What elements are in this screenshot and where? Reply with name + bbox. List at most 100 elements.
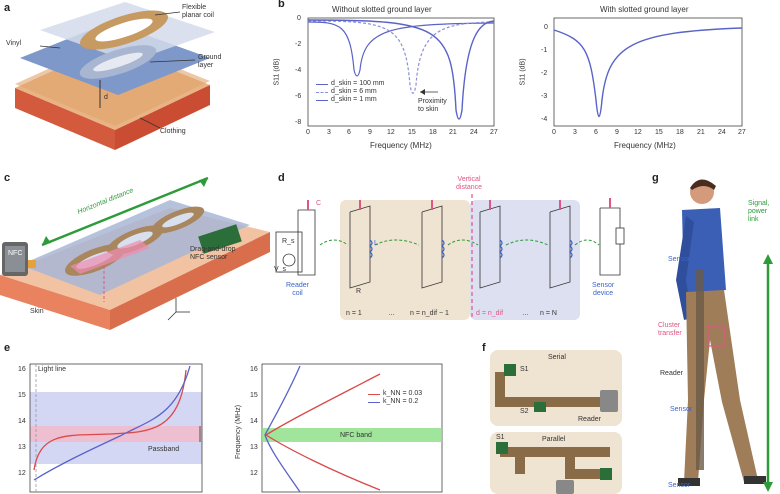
b-xtick: 18 (429, 129, 437, 136)
panel-c: c Horizontal distance NFC Drag-an (0, 170, 270, 340)
g-figure (676, 179, 773, 492)
b-left-axes (307, 17, 495, 127)
coil-N (549, 200, 573, 289)
sensor-strap (696, 270, 704, 470)
b-right-ytick: -1 (541, 47, 548, 54)
e-rtick: 14 (250, 418, 258, 425)
b-left-ytick: -4 (295, 67, 302, 74)
clothing-label: Clothing (160, 128, 186, 135)
r-label: R (356, 288, 362, 295)
panel-f: f Serial S1 S2 Reader Parallel S1 (460, 340, 650, 494)
g-sensor-label-1: Sensor (668, 256, 691, 263)
coil-n1 (349, 200, 373, 289)
panel-e-letter: e (4, 342, 11, 354)
b-xtick: 21 (449, 129, 457, 136)
f-reader-label: Reader (578, 416, 601, 423)
e-red-curve (33, 369, 187, 471)
panel-a-layers (15, 2, 215, 150)
b-legend: d_skin = 100 mm d_skin = 6 mm d_skin = 1… (316, 80, 385, 104)
coil-ndif (479, 200, 503, 289)
ds-label: d (104, 94, 108, 101)
b-xtick: 0 (306, 129, 310, 136)
b-legend-item: d_skin = 1 mm (331, 96, 377, 103)
b-legend-item: d_skin = 6 mm (331, 88, 377, 95)
b-right-title: With slotted ground layer (600, 5, 689, 14)
b-xtick-r: 21 (697, 129, 705, 136)
b-xtick: 3 (327, 129, 331, 136)
g-sensor-label-2: Sensor (670, 406, 693, 413)
signal-label: Signal, power link (748, 200, 770, 223)
b-right-xlabel: Frequency (MHz) (614, 141, 676, 150)
d-lavender-bg (470, 200, 580, 320)
panel-e: e Light line 16 15 14 13 12 Passband Fre… (0, 340, 460, 494)
ground-label: Ground layer (198, 54, 222, 69)
nfc-band (262, 428, 442, 442)
panel-b: b Without slotted ground layer With slot… (270, 0, 780, 170)
vs-label: V_s (274, 266, 287, 273)
e-legend-item: k_NN = 0.2 (383, 398, 419, 405)
person-legs (684, 290, 758, 482)
f-s2-label: S2 (520, 408, 529, 415)
b-left-ytick: -8 (295, 119, 302, 126)
skin-front (0, 275, 110, 330)
clothing-slab-side (115, 85, 210, 150)
panel-g-letter: g (652, 172, 659, 184)
serial-strip (495, 372, 600, 407)
dots: … (388, 310, 395, 317)
panel-f-letter: f (482, 342, 486, 354)
panel-a: a Flexible planar coil Vinyl Ground laye… (0, 0, 270, 170)
b-xtick: 9 (368, 129, 372, 136)
f-diagram (495, 364, 618, 494)
b-right-ytick: -3 (541, 93, 548, 100)
n-label: n = N (540, 310, 557, 317)
b-charts (307, 17, 743, 127)
c-label: C (316, 200, 322, 207)
e-right-blue-curve (264, 365, 301, 493)
nfc-sensor-board (198, 224, 242, 254)
e-rtick: 13 (250, 444, 258, 451)
e-ylabel-right: Frequency (MHz) (235, 404, 243, 460)
sensor-device-coil (599, 198, 625, 276)
e-rtick: 16 (250, 366, 258, 373)
panel-c-scene (0, 176, 270, 330)
b-left-ylabel: S11 (dB) (273, 58, 281, 86)
b-xtick-r: 15 (655, 129, 663, 136)
c-nfc-label: NFC (8, 250, 23, 257)
serial-reader (600, 390, 618, 412)
b-xtick: 27 (490, 129, 498, 136)
person-torso (682, 208, 726, 294)
nfc-band-label: NFC band (340, 432, 372, 439)
e-legend-item: k_NN = 0.03 (383, 390, 423, 397)
b-left-ytick: 0 (297, 15, 301, 22)
coil-ndif-1 (421, 200, 445, 289)
b-xtick: 24 (470, 129, 478, 136)
c-skin-label: Skin (30, 308, 44, 315)
serial-card (490, 350, 622, 426)
rs-label: R_s (282, 238, 295, 245)
b-right-ytick: -2 (541, 70, 548, 77)
e-legend: k_NN = 0.03 k_NN = 0.2 (368, 390, 422, 406)
g-sensor-label-3: Sensor (668, 482, 691, 489)
panel-d-letter: d (278, 172, 285, 184)
b-xtick: 15 (408, 129, 416, 136)
b-xtick-r: 3 (573, 129, 577, 136)
panel-a-letter: a (4, 2, 11, 14)
coil-label: Flexible planar coil (182, 4, 214, 19)
b-left-title: Without slotted ground layer (332, 5, 432, 14)
n-label: n = n_dif − 1 (410, 310, 449, 317)
parallel-label: Parallel (542, 436, 566, 443)
g-reader-label: Reader (660, 370, 683, 377)
f-s1-label: S1 (520, 366, 529, 373)
reader-coil (297, 200, 316, 276)
b-curve-1mm (307, 19, 495, 120)
b-xtick-r: 18 (676, 129, 684, 136)
b-right-axes (553, 17, 743, 127)
b-xtick-r: 9 (615, 129, 619, 136)
panel-d: d (270, 170, 650, 340)
panel-b-letter: b (278, 0, 285, 10)
b-xtick-r: 12 (634, 129, 642, 136)
d-beige-bg (340, 200, 470, 320)
b-right-curve (553, 27, 743, 118)
sensor-device-label: Sensor device (592, 282, 615, 297)
e-rtick: 15 (250, 392, 258, 399)
